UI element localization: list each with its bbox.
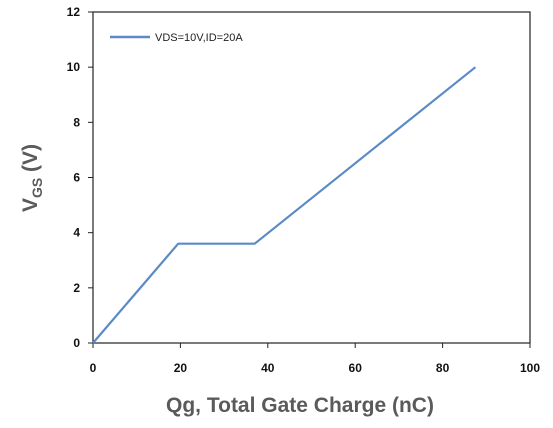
x-axis-title: Qg, Total Gate Charge (nC) [166, 394, 434, 417]
y-tick-label: 8 [73, 115, 80, 129]
y-tick-label: 12 [67, 5, 81, 19]
y-tick-label: 10 [67, 60, 81, 74]
series-group [92, 66, 477, 344]
y-axis-ticks: 0 2 4 6 8 10 12 [67, 5, 93, 350]
x-axis-ticks: 0 20 40 60 80 100 [90, 343, 540, 375]
x-tick-label: 100 [520, 361, 540, 375]
legend: VDS=10V,ID=20A [110, 32, 243, 44]
x-tick-label: 60 [349, 361, 363, 375]
y-axis-title-main: V [19, 198, 42, 212]
y-tick-label: 0 [73, 336, 80, 350]
y-axis-title: VGS (V) [19, 144, 45, 212]
y-tick-label: 4 [73, 226, 80, 240]
legend-label: VDS=10V,ID=20A [155, 32, 243, 44]
x-tick-label: 40 [261, 361, 275, 375]
x-tick-label: 0 [90, 361, 97, 375]
x-tick-label: 20 [174, 361, 188, 375]
y-axis-title-unit: (V) [19, 144, 42, 178]
y-axis-title-subscript: GS [29, 178, 45, 198]
series-line-0 [92, 66, 477, 344]
y-tick-label: 2 [73, 281, 80, 295]
y-tick-label: 6 [73, 171, 80, 185]
x-tick-label: 80 [436, 361, 450, 375]
plot-area [92, 11, 531, 344]
